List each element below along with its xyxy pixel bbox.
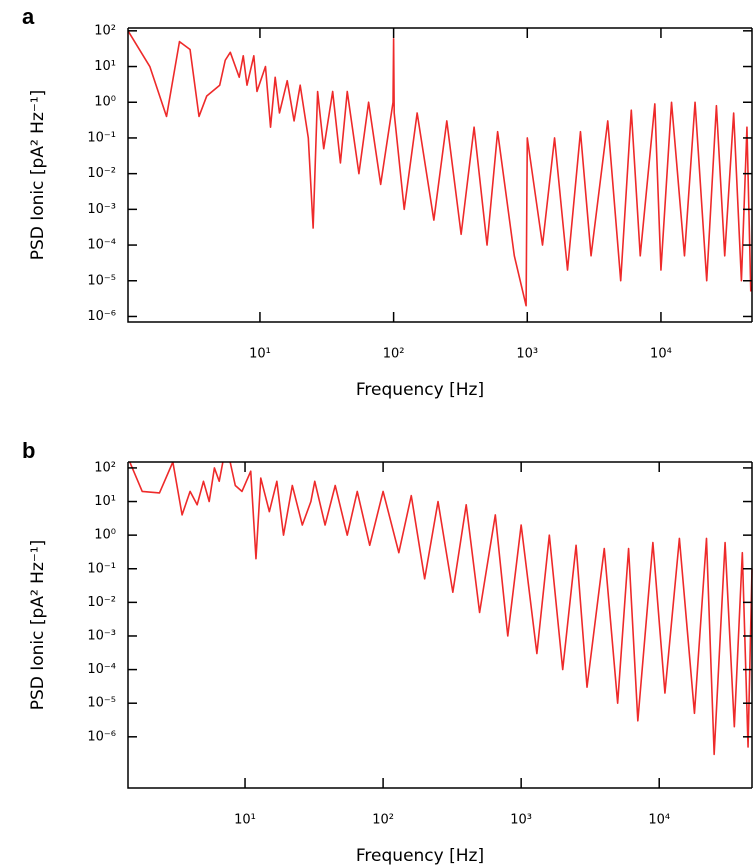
- y-tick-label: 10⁻¹: [87, 130, 116, 145]
- psd-line: [128, 30, 752, 307]
- panel: b 10² 10¹ 10⁰ 10⁻¹ 10⁻² 10⁻³ 10⁻⁴ 10⁻⁵ 10⁻⁶ 10¹ 10²…: [22, 438, 753, 865]
- y-tick-label: 10⁻³: [87, 202, 116, 217]
- y-axis-title: PSD Ionic [pA² Hz⁻¹]: [28, 90, 48, 261]
- y-tick-label: 10⁻²: [87, 166, 116, 181]
- y-tick-label: 10⁻⁴: [87, 238, 116, 253]
- y-tick-label: 10⁻⁴: [87, 662, 116, 677]
- y-tick-label: 10⁻³: [87, 628, 116, 643]
- y-tick-label: 10²: [94, 460, 116, 475]
- y-tick-label: 10⁻²: [87, 595, 116, 610]
- panel-label: b: [22, 438, 35, 463]
- x-tick-label: 10²: [383, 347, 405, 362]
- x-tick-label: 10⁴: [648, 813, 670, 828]
- x-axis-title: Frequency [Hz]: [356, 846, 484, 865]
- x-axis-title: Frequency [Hz]: [356, 380, 484, 400]
- y-tick-label: 10⁰: [94, 528, 116, 543]
- x-tick-label: 10²: [372, 813, 394, 828]
- y-tick-label: 10⁻⁵: [87, 273, 116, 288]
- x-tick-label: 10³: [510, 813, 532, 828]
- axis-frame: [127, 27, 753, 323]
- y-tick-label: 10⁻¹: [87, 561, 116, 576]
- x-tick-label: 10³: [516, 347, 538, 362]
- x-tick-label: 10¹: [234, 813, 256, 828]
- y-tick-label: 10¹: [94, 59, 116, 74]
- y-axis-title: PSD Ionic [pA² Hz⁻¹]: [28, 540, 48, 711]
- y-tick-label: 10⁻⁶: [87, 309, 116, 324]
- x-tick-label: 10¹: [249, 347, 271, 362]
- y-tick-label: 10⁻⁶: [87, 729, 116, 744]
- panel-label: a: [22, 4, 35, 29]
- x-tick-label: 10⁴: [650, 347, 672, 362]
- panel: a 10² 10¹ 10⁰ 10⁻¹ 10⁻² 10⁻³ 10⁻⁴ 10⁻⁵ 10⁻⁶ 10¹ 10²…: [22, 4, 753, 400]
- y-tick-label: 10⁰: [94, 95, 116, 110]
- y-tick-label: 10⁻⁵: [87, 696, 116, 711]
- axis-frame: [127, 461, 753, 789]
- psd-line: [128, 462, 753, 756]
- y-tick-label: 10¹: [94, 494, 116, 509]
- y-tick-label: 10²: [94, 23, 116, 38]
